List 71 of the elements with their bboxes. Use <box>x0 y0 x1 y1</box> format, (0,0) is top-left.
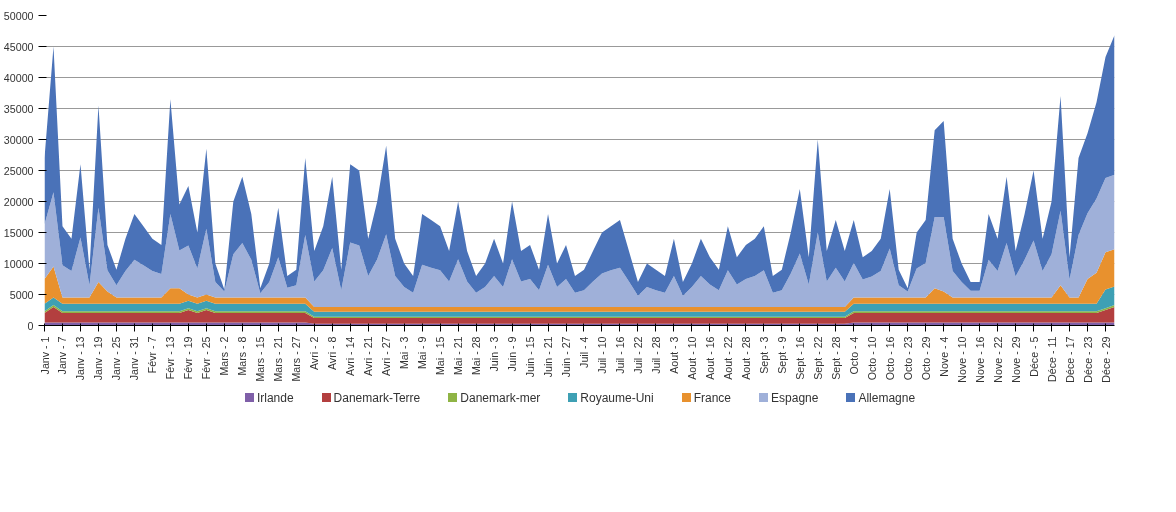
x-tick-label: Aout - 16 <box>703 336 716 380</box>
x-tick-label: Sept - 3 <box>757 336 770 374</box>
x-tick-label: Déce - 17 <box>1063 336 1076 383</box>
y-tick-label: 30000 <box>3 133 34 146</box>
x-tick-label: Aout - 28 <box>739 336 752 380</box>
y-tick-label: 40000 <box>3 71 34 84</box>
x-tick-label: Mai - 21 <box>452 336 465 375</box>
x-tick-label: Avri - 8 <box>326 336 339 371</box>
x-tick-label: Mai - 15 <box>434 336 447 375</box>
x-tick-label: Mai - 9 <box>416 336 429 370</box>
x-tick-label: Juil - 16 <box>613 336 626 374</box>
x-tick-label: Mars - 27 <box>290 336 303 382</box>
x-tick-label: Juin - 3 <box>488 336 501 372</box>
x-tick-label: Janv - 13 <box>74 336 87 381</box>
x-tick-label: Mai - 28 <box>470 336 483 375</box>
x-tick-label: Janv - 19 <box>92 336 105 381</box>
y-tick-label: 5000 <box>9 288 34 301</box>
x-tick-label: Févr - 13 <box>164 336 177 380</box>
x-tick-label: Sept - 9 <box>775 336 788 374</box>
x-tick-label: Déce - 5 <box>1027 336 1040 377</box>
x-tick-label: Octo - 4 <box>847 336 860 375</box>
x-tick-label: Mars - 15 <box>254 336 267 382</box>
x-tick-label: Mars - 2 <box>218 336 231 376</box>
x-tick-label: Sept - 28 <box>829 336 842 380</box>
x-tick-label: Juil - 28 <box>649 336 662 374</box>
x-tick-label: Sept - 22 <box>811 336 824 380</box>
x-tick-label: Févr - 19 <box>182 336 195 380</box>
x-tick-label: Nove - 10 <box>955 336 968 383</box>
x-tick-label: Févr - 25 <box>200 336 213 380</box>
x-tick-label: Déce - 23 <box>1081 336 1094 383</box>
x-tick-label: Mai - 3 <box>398 336 411 370</box>
x-tick-label: Nove - 29 <box>1009 336 1022 383</box>
x-tick-label: Avri - 27 <box>380 336 393 376</box>
x-tick-label: Avri - 14 <box>344 336 357 376</box>
y-tick-label: 0 <box>27 319 34 332</box>
x-tick-label: Octo - 29 <box>919 336 932 381</box>
x-tick-label: Nove - 22 <box>991 336 1004 383</box>
y-tick-label: 10000 <box>3 257 34 270</box>
x-tick-label: Juin - 21 <box>542 336 555 378</box>
x-tick-label: Janv - 1 <box>38 336 51 375</box>
x-tick-label: Octo - 23 <box>901 336 914 381</box>
y-tick-label: 20000 <box>3 195 34 208</box>
x-tick-label: Octo - 16 <box>883 336 896 381</box>
x-tick-label: Janv - 25 <box>110 336 123 381</box>
x-tick-label: Avri - 2 <box>308 336 321 371</box>
x-tick-label: Mars - 21 <box>272 336 285 382</box>
y-tick-label: 50000 <box>3 9 34 22</box>
x-tick-label: Déce - 29 <box>1099 336 1112 383</box>
y-tick-label: 35000 <box>3 102 34 115</box>
x-tick-label: Juil - 4 <box>578 336 590 368</box>
y-tick-label: 25000 <box>3 164 34 177</box>
x-tick-label: Aout - 10 <box>685 336 698 380</box>
x-tick-label: Mars - 8 <box>236 336 249 376</box>
x-tick-label: Juin - 9 <box>506 336 519 372</box>
x-tick-label: Nove - 4 <box>937 336 950 377</box>
x-tick-label: Octo - 10 <box>865 336 878 381</box>
x-tick-label: Juin - 27 <box>560 336 573 378</box>
x-tick-label: Aout - 22 <box>721 336 734 380</box>
x-tick-label: Déce - 11 <box>1045 336 1058 382</box>
x-tick-label: Janv - 7 <box>56 336 69 375</box>
x-tick-label: Avri - 21 <box>362 336 375 376</box>
x-tick-label: Sept - 16 <box>793 336 806 380</box>
x-tick-label: Aout - 3 <box>667 336 680 374</box>
y-tick-label: 45000 <box>3 40 34 53</box>
x-tick-label: Janv - 31 <box>128 336 141 381</box>
x-tick-label: Juil - 10 <box>595 336 608 374</box>
x-tick-label: Nove - 16 <box>973 336 986 383</box>
x-tick-label: Juil - 22 <box>631 336 644 374</box>
x-tick-label: Févr - 7 <box>146 336 159 374</box>
y-tick-label: 15000 <box>3 226 34 239</box>
x-tick-label: Juin - 15 <box>524 336 537 378</box>
